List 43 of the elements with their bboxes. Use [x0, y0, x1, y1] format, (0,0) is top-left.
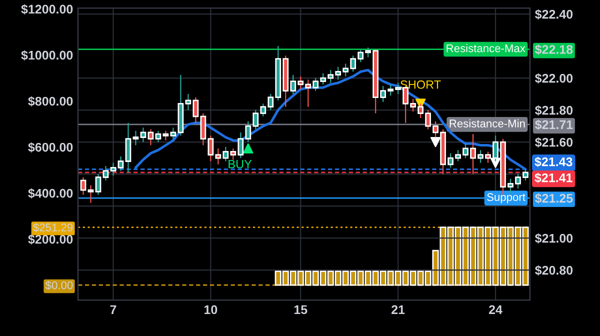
y-tick-label: $400.00	[28, 188, 73, 199]
ref-line-label: Resistance-Max	[446, 44, 526, 52]
y2-tick-label: $20.80	[535, 265, 573, 276]
series-label: BUY	[228, 160, 252, 168]
y-tick-label: $0.00	[45, 280, 73, 290]
ref-line-label: Support	[487, 193, 526, 204]
y2-tick-label: $21.00	[535, 233, 573, 244]
candlestick	[132, 130, 139, 146]
ref-line-label: Resistance-Min	[450, 119, 525, 128]
point	[430, 136, 441, 148]
x-tick-label: 7	[110, 305, 116, 314]
candlestick	[148, 128, 154, 146]
candlestick	[110, 162, 116, 176]
y2-tick-label: $21.80	[535, 105, 573, 116]
x-tick-label: 24	[488, 305, 502, 314]
candlestick	[140, 127, 146, 143]
y-tick-label: $251.29	[33, 223, 73, 232]
candlestick	[80, 176, 86, 196]
y-tick-label: $600.00	[28, 142, 73, 152]
y2-tick-label: $21.25	[535, 193, 573, 204]
candlestick	[88, 184, 94, 204]
series-label: SHORT	[400, 80, 441, 89]
y-tick-label: $200.00	[28, 234, 73, 245]
point	[243, 143, 254, 154]
candlestick	[95, 174, 102, 196]
candlestick	[102, 166, 109, 182]
y-tick-label: $1000.00	[21, 50, 73, 60]
y2-tick-label: $21.71	[535, 120, 573, 130]
y2-tick-label: $22.18	[535, 44, 573, 55]
y2-tick-label: $22.40	[535, 9, 573, 20]
y-tick-label: $1200.00	[21, 4, 73, 14]
ref-line-label: $21.41	[534, 172, 572, 184]
candlestick	[155, 130, 162, 143]
x-tick-label: 15	[294, 305, 308, 314]
candlestick	[125, 122, 132, 174]
x-tick-label: 10	[204, 305, 218, 314]
candlestick	[162, 130, 169, 142]
y-tick-label: $800.00	[28, 96, 73, 106]
ref-line-label: $21.43	[534, 156, 572, 168]
candlestick	[118, 156, 124, 172]
y2-tick-label: $21.60	[535, 137, 573, 148]
y2-tick-label: $22.00	[535, 73, 573, 84]
x-tick-label: 21	[392, 305, 405, 314]
